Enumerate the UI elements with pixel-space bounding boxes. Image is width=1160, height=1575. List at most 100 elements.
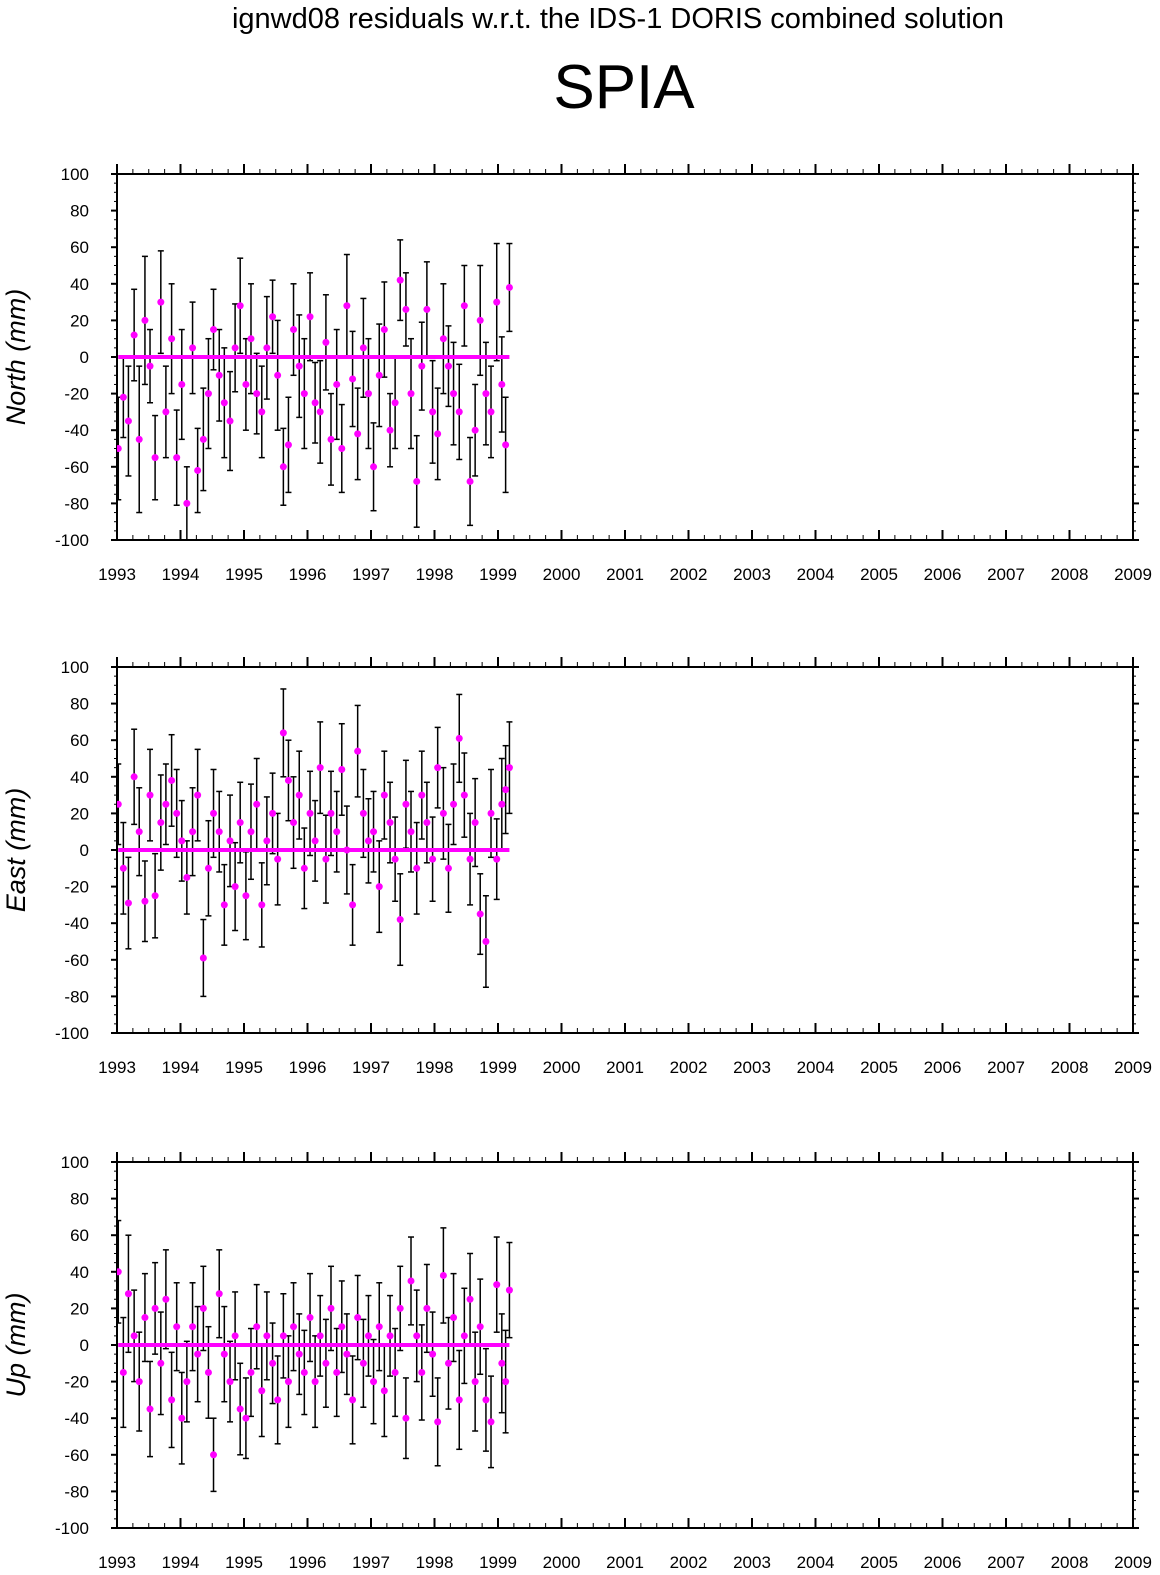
- east-data-point: [338, 765, 346, 773]
- up-data-point: [322, 1359, 330, 1367]
- east-x-tick-label: 1995: [225, 1058, 263, 1077]
- east-data-point: [119, 864, 127, 872]
- up-data-point: [162, 1295, 170, 1303]
- east-x-tick-label: 2004: [797, 1058, 835, 1077]
- east-data-point: [359, 809, 367, 817]
- east-y-axis-label: East (mm): [1, 788, 31, 913]
- up-x-tick-label: 1994: [162, 1553, 200, 1572]
- east-data-point: [450, 800, 458, 808]
- up-data-group: [117, 1219, 513, 1493]
- east-data-point: [306, 809, 314, 817]
- east-y-tick-label: 40: [70, 768, 89, 787]
- north-panel: 1993 1994 1995 1996 1997 1998 1999 2000 2001 2002…: [1, 164, 1152, 584]
- east-data-point: [253, 800, 261, 808]
- north-data-point: [226, 417, 234, 425]
- north-data-point: [370, 463, 378, 471]
- up-data-point: [194, 1350, 202, 1358]
- north-data-point: [215, 371, 223, 379]
- north-data-point: [157, 298, 165, 306]
- east-x-tick-label: 1994: [162, 1058, 200, 1077]
- up-data-point: [413, 1332, 421, 1340]
- north-data-point: [306, 313, 314, 321]
- up-y-tick-label: 20: [70, 1299, 89, 1318]
- north-data-point: [423, 305, 431, 313]
- up-data-point: [423, 1304, 431, 1312]
- east-y-tick-label: -100: [55, 1024, 89, 1043]
- east-data-point: [349, 901, 357, 909]
- north-data-point: [247, 335, 255, 343]
- up-data-point: [434, 1418, 442, 1426]
- north-data-point: [189, 344, 197, 352]
- north-x-tick-label: 1997: [352, 565, 390, 584]
- up-data-point: [274, 1396, 282, 1404]
- up-y-tick-label: 60: [70, 1226, 89, 1245]
- east-data-point: [316, 764, 324, 772]
- up-data-point: [168, 1396, 176, 1404]
- up-data-point: [349, 1396, 357, 1404]
- east-data-point: [269, 809, 277, 817]
- up-data-point: [269, 1359, 277, 1367]
- east-data-point: [375, 883, 383, 891]
- up-x-tick-label: 2005: [860, 1553, 898, 1572]
- east-data-point: [210, 809, 218, 817]
- east-data-point: [135, 828, 143, 836]
- up-data-point: [396, 1304, 404, 1312]
- east-data-point: [413, 864, 421, 872]
- east-data-point: [130, 773, 138, 781]
- north-x-tick-label: 1999: [479, 565, 517, 584]
- up-data-point: [493, 1281, 501, 1289]
- east-data-point: [284, 776, 292, 784]
- east-x-tick-label: 2001: [606, 1058, 644, 1077]
- east-data-point: [429, 855, 437, 863]
- up-data-point: [284, 1378, 292, 1386]
- north-data-point: [146, 362, 154, 370]
- north-x-tick-label: 1994: [162, 565, 200, 584]
- up-data-point: [418, 1368, 426, 1376]
- east-data-point: [476, 910, 484, 918]
- up-x-tick-label: 2003: [733, 1553, 771, 1572]
- east-x-tick-label: 2005: [860, 1058, 898, 1077]
- east-data-point: [204, 864, 212, 872]
- up-y-tick-label: -80: [64, 1482, 89, 1501]
- east-data-point: [183, 873, 191, 881]
- up-y-tick-label: 0: [80, 1336, 89, 1355]
- east-data-point: [391, 855, 399, 863]
- north-y-tick-label: 60: [70, 238, 89, 257]
- up-data-point: [487, 1418, 495, 1426]
- east-data-point: [354, 747, 362, 755]
- north-data-point: [402, 305, 410, 313]
- north-x-tick-label: 2002: [670, 565, 708, 584]
- north-data-point: [349, 375, 357, 383]
- up-data-point: [130, 1332, 138, 1340]
- up-x-tick-label: 2002: [670, 1553, 708, 1572]
- east-data-point: [189, 828, 197, 836]
- up-data-point: [402, 1414, 410, 1422]
- north-data-point: [333, 380, 341, 388]
- north-data-point: [316, 408, 324, 416]
- north-data-point: [242, 380, 250, 388]
- east-y-tick-label: 100: [61, 658, 89, 677]
- east-data-point: [124, 899, 132, 907]
- up-data-point: [306, 1314, 314, 1322]
- east-data-point: [327, 809, 335, 817]
- up-data-point: [300, 1368, 308, 1376]
- north-data-point: [391, 399, 399, 407]
- up-data-point: [380, 1387, 388, 1395]
- east-data-point: [498, 800, 506, 808]
- north-data-point: [487, 408, 495, 416]
- station-name: SPIA: [553, 53, 695, 122]
- north-data-point: [429, 408, 437, 416]
- up-data-point: [444, 1359, 452, 1367]
- north-data-point: [117, 445, 122, 452]
- east-data-point: [141, 897, 149, 905]
- up-data-point: [151, 1304, 159, 1312]
- north-data-point: [380, 326, 388, 334]
- north-y-axis-label: North (mm): [1, 289, 31, 426]
- up-data-point: [279, 1332, 287, 1340]
- up-x-tick-label: 2009: [1114, 1553, 1152, 1572]
- east-x-tick-label: 1999: [479, 1058, 517, 1077]
- east-data-point: [364, 837, 372, 845]
- up-data-point: [242, 1414, 250, 1422]
- up-data-point: [157, 1359, 165, 1367]
- north-data-point: [290, 326, 298, 334]
